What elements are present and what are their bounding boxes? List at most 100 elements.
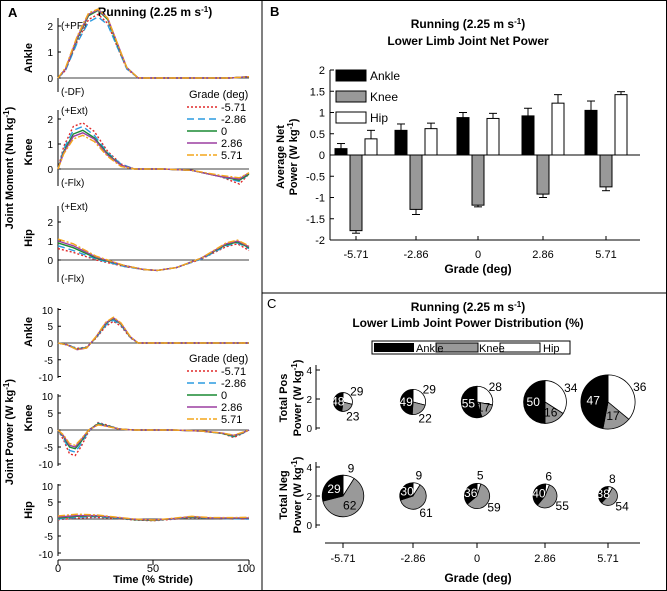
neg-pie-label-2.86-knee: 55 [556,499,570,513]
panel-b-y-tick-label: 2 [319,65,325,77]
neg-pie-label--5.71-ankle: 29 [327,482,341,496]
tick-knee-m-0: 0 [47,165,53,176]
neg-pie-2.86-knee [536,484,558,509]
bar-hip-5.71 [614,94,628,156]
moment-ankle-series-5.71 [57,8,250,79]
neg-pie-label-5.71-hip: 8 [609,472,616,486]
panel-a-lines [57,8,250,561]
neg-tick-2: 2 [306,492,312,503]
panel-c-xlabel: Grade (deg) [444,571,511,585]
legend-label--5.71: -5.71 [221,366,246,378]
neg-pie--2.86-ankle [399,482,414,501]
neg-pie-label-2.86-ankle: 40 [532,487,546,501]
tick-hip-p-5: 5 [47,498,53,509]
bar-ankle-2.86 [521,115,535,156]
tick-knee-p-5: 5 [47,409,53,420]
panel-b: B Running (2.25 m s-1) Lower Limb Joint … [270,4,640,276]
pos-pie-2.86-ankle [523,380,546,424]
power-knee-series--2.86 [57,422,250,453]
bar-hip-2.86 [551,102,565,156]
bar-hip-0 [486,117,500,156]
neg-pie-0-knee [466,483,490,509]
pos-pie-label-0-hip: 28 [489,380,503,394]
moment-ankle-series--2.86 [57,16,250,79]
pos-pie-label--5.71-knee: 23 [346,409,360,423]
x-tick-50: 50 [147,563,159,575]
pos-pie--5.71-ankle [333,392,344,412]
bar-knee-5.71 [599,154,613,188]
row-label-hip-power: Hip [23,501,35,519]
panel-a-letter: A [8,5,18,20]
panel-b-ylabel: Average Net Power (W kg-1) [275,118,300,195]
neg-pie-5.71-knee [600,487,618,506]
x-tick-0: 0 [55,563,61,575]
tick-hip-p-10: 10 [42,482,54,493]
annotation-hip-ext: (+Ext) [61,202,88,213]
neg-y-axis: 4 2 0 [306,462,320,532]
tick-hip-m-0: 0 [47,256,53,267]
moment-knee-series-2.86 [57,132,250,180]
panel-b-bars: 2 1.5 1 0.5 0 -0.5 -1 -1.5 -2 -5.71 -2.86 0 2.86 5.71 [306,65,640,261]
bar-hip--5.71 [364,138,378,156]
panel-c-title-line2: Lower Limb Joint Power Distribution (%) [352,316,583,330]
legend-c-swatch-hip [499,342,541,353]
pos-y-axis: 4 2 0 [306,365,320,435]
panel-b-x-tick-label: -2.86 [403,249,428,261]
panel-b-y-tick-label: -1 [315,193,325,205]
bar-knee-0 [471,154,485,206]
pos-pie-label-5.71-hip: 36 [633,380,647,394]
tick-hip-m-2: 2 [47,218,53,229]
neg-tick-4: 4 [306,463,312,474]
neg-pie-label--2.86-hip: 9 [416,469,423,483]
neg-tick-0: 0 [306,521,312,532]
panel-c-x-tick-label: 2.86 [534,553,555,565]
tick-ankle-m-2: 2 [47,22,53,33]
row-label-knee-power: Knee [23,405,35,432]
power-knee-series-0 [57,423,250,450]
tick-ankle-p-m5: -5 [44,356,53,367]
panel-c-pies: 2923482922492817553416503617479622996130… [321,374,647,565]
power-knee-series-5.71 [57,424,250,447]
tick-ankle-m-0: 0 [47,74,53,85]
power-knee-series--5.71 [57,421,250,457]
panel-c-x-tick-label: 0 [474,553,480,565]
neg-pie-label-2.86-hip: 6 [545,469,552,483]
neg-pie--5.71-knee [322,477,365,518]
panel-c-legend: Ankle Knee Hip [371,340,571,355]
bar-knee--2.86 [409,154,423,210]
tick-ankle-p-m10: -10 [39,373,54,384]
svg-text:Average Net: Average Net [275,125,287,189]
pos-pie-0-ankle [460,385,483,419]
moment-hip-plot [57,206,250,282]
bar-ankle-0 [456,117,470,156]
pos-tick-0: 0 [306,424,312,435]
tick-hip-p-m5: -5 [44,532,53,543]
neg-pie-label--2.86-ankle: 30 [400,485,414,499]
legend-label--5.71: -5.71 [221,102,246,114]
power-ankle-series-5.71 [57,316,249,351]
legend-label-2.86: 2.86 [221,138,242,150]
panel-c: C Running (2.25 m s-1) Lower Limb Joint … [267,296,647,585]
panel-b-y-tick-label: -1.5 [306,214,325,226]
tick-knee-m-1: 1 [47,140,53,151]
tick-ankle-m-1: 1 [47,48,53,59]
panel-b-x-tick-label: -5.71 [343,249,368,261]
neg-ylabel: Total Neg Power (W kg-1) [278,456,304,533]
svg-text:Joint Power (W kg-1): Joint Power (W kg-1) [2,379,16,485]
tick-ankle-p-0: 0 [47,339,53,350]
pos-pie-label-2.86-hip: 34 [564,381,578,395]
legend-swatch-hip [335,111,367,124]
legend-c-label-hip: Hip [543,343,560,355]
svg-text:Power (W kg-1): Power (W kg-1) [286,118,300,195]
neg-pie-5.71-ankle [598,486,609,504]
panel-b-legend: Ankle Knee Hip [335,69,400,125]
row-label-knee-moment: Knee [23,139,35,166]
annotation-knee-ext: (+Ext) [61,106,88,117]
power-ankle-series--2.86 [57,319,249,350]
pos-pie-label-2.86-ankle: 50 [527,395,541,409]
legend-label-0: 0 [221,126,227,138]
moment-hip-series-5.71 [57,238,250,272]
